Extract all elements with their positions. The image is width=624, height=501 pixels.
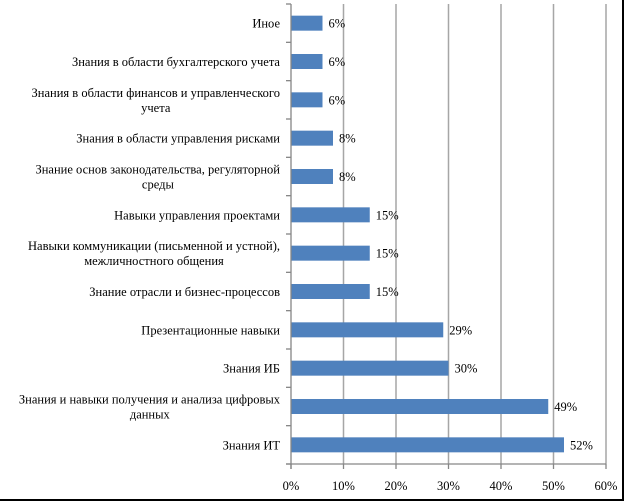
bar-series — [291, 15, 564, 453]
bar — [291, 360, 449, 376]
category-label: Презентационные навыки — [141, 323, 280, 337]
data-label: 29% — [449, 323, 472, 337]
bar — [291, 92, 323, 108]
category-label: Знания в области управления рисками — [76, 132, 280, 146]
category-label-line: Знания и навыки получения и анализа цифр… — [19, 393, 281, 407]
data-label: 15% — [376, 247, 399, 261]
bar — [291, 322, 444, 338]
data-label: 15% — [376, 208, 399, 222]
axes — [286, 3, 607, 469]
bar — [291, 169, 333, 184]
data-label: 49% — [554, 400, 577, 414]
x-tick-label: 20% — [385, 479, 408, 493]
x-tick-label: 60% — [595, 479, 618, 493]
category-label: Знание основ законодательства, регулятор… — [35, 163, 280, 192]
category-label-line: Знание основ законодательства, регулятор… — [35, 163, 280, 177]
category-label: Навыки коммуникации (письменной и устной… — [28, 239, 280, 268]
x-tick-label: 50% — [542, 479, 565, 493]
category-label: Знания в области финансов и управленческ… — [32, 86, 280, 115]
data-label: 8% — [339, 170, 356, 184]
bar — [291, 130, 333, 146]
x-tick-label: 40% — [490, 479, 513, 493]
category-label-line: учета — [141, 101, 171, 115]
bar — [291, 54, 323, 69]
category-label-line: Знания в области управления рисками — [76, 132, 280, 146]
category-label-line: межличностного общения — [84, 254, 224, 268]
vertical-gridlines — [342, 4, 607, 464]
category-label-line: данных — [130, 408, 171, 422]
category-label-line: Навыки управления проектами — [114, 208, 280, 222]
category-label-line: Знания ИТ — [223, 438, 281, 452]
data-label: 6% — [329, 17, 346, 31]
category-label: Знания ИТ — [223, 438, 281, 452]
value-axis-tick-labels: 0% 10% 20% 30% 40% 50% 60% — [283, 479, 618, 493]
data-label: 15% — [376, 285, 399, 299]
data-label: 30% — [455, 362, 478, 376]
category-label-line: Навыки коммуникации (письменной и устной… — [28, 239, 280, 253]
category-label-line: Знания ИБ — [223, 362, 280, 376]
bar — [291, 207, 370, 223]
category-label: Знания в области бухгалтерского учета — [72, 55, 280, 69]
category-label: Навыки управления проектами — [114, 208, 280, 222]
bar — [291, 284, 370, 299]
category-label-line: Презентационные навыки — [141, 323, 280, 337]
category-label-line: Знания в области финансов и управленческ… — [32, 86, 280, 100]
x-tick-label: 0% — [283, 479, 300, 493]
category-label-line: Знание отрасли и бизнес-процессов — [89, 285, 280, 299]
category-label-line: Знания в области бухгалтерского учета — [72, 55, 280, 69]
data-label: 6% — [329, 55, 346, 69]
bar — [291, 15, 323, 31]
category-label: Знание отрасли и бизнес-процессов — [89, 285, 280, 299]
category-axis-labels: Иное Знания в области бухгалтерского учет… — [19, 17, 281, 453]
category-label: Иное — [252, 17, 280, 31]
data-labels: 6% 6% 6% 8% 8% 15% 15% 15% 29% 30% 49% 52% — [329, 17, 593, 453]
data-label: 6% — [329, 93, 346, 107]
category-label: Знания и навыки получения и анализа цифр… — [19, 393, 281, 422]
category-label-line: среды — [142, 178, 175, 192]
bar — [291, 245, 370, 261]
category-label: Знания ИБ — [223, 362, 280, 376]
bar — [291, 437, 564, 453]
data-label: 8% — [339, 132, 356, 146]
x-tick-label: 30% — [437, 479, 460, 493]
x-tick-label: 10% — [332, 479, 355, 493]
category-label-line: Иное — [252, 17, 280, 31]
bar — [291, 399, 549, 414]
data-label: 52% — [570, 438, 593, 452]
